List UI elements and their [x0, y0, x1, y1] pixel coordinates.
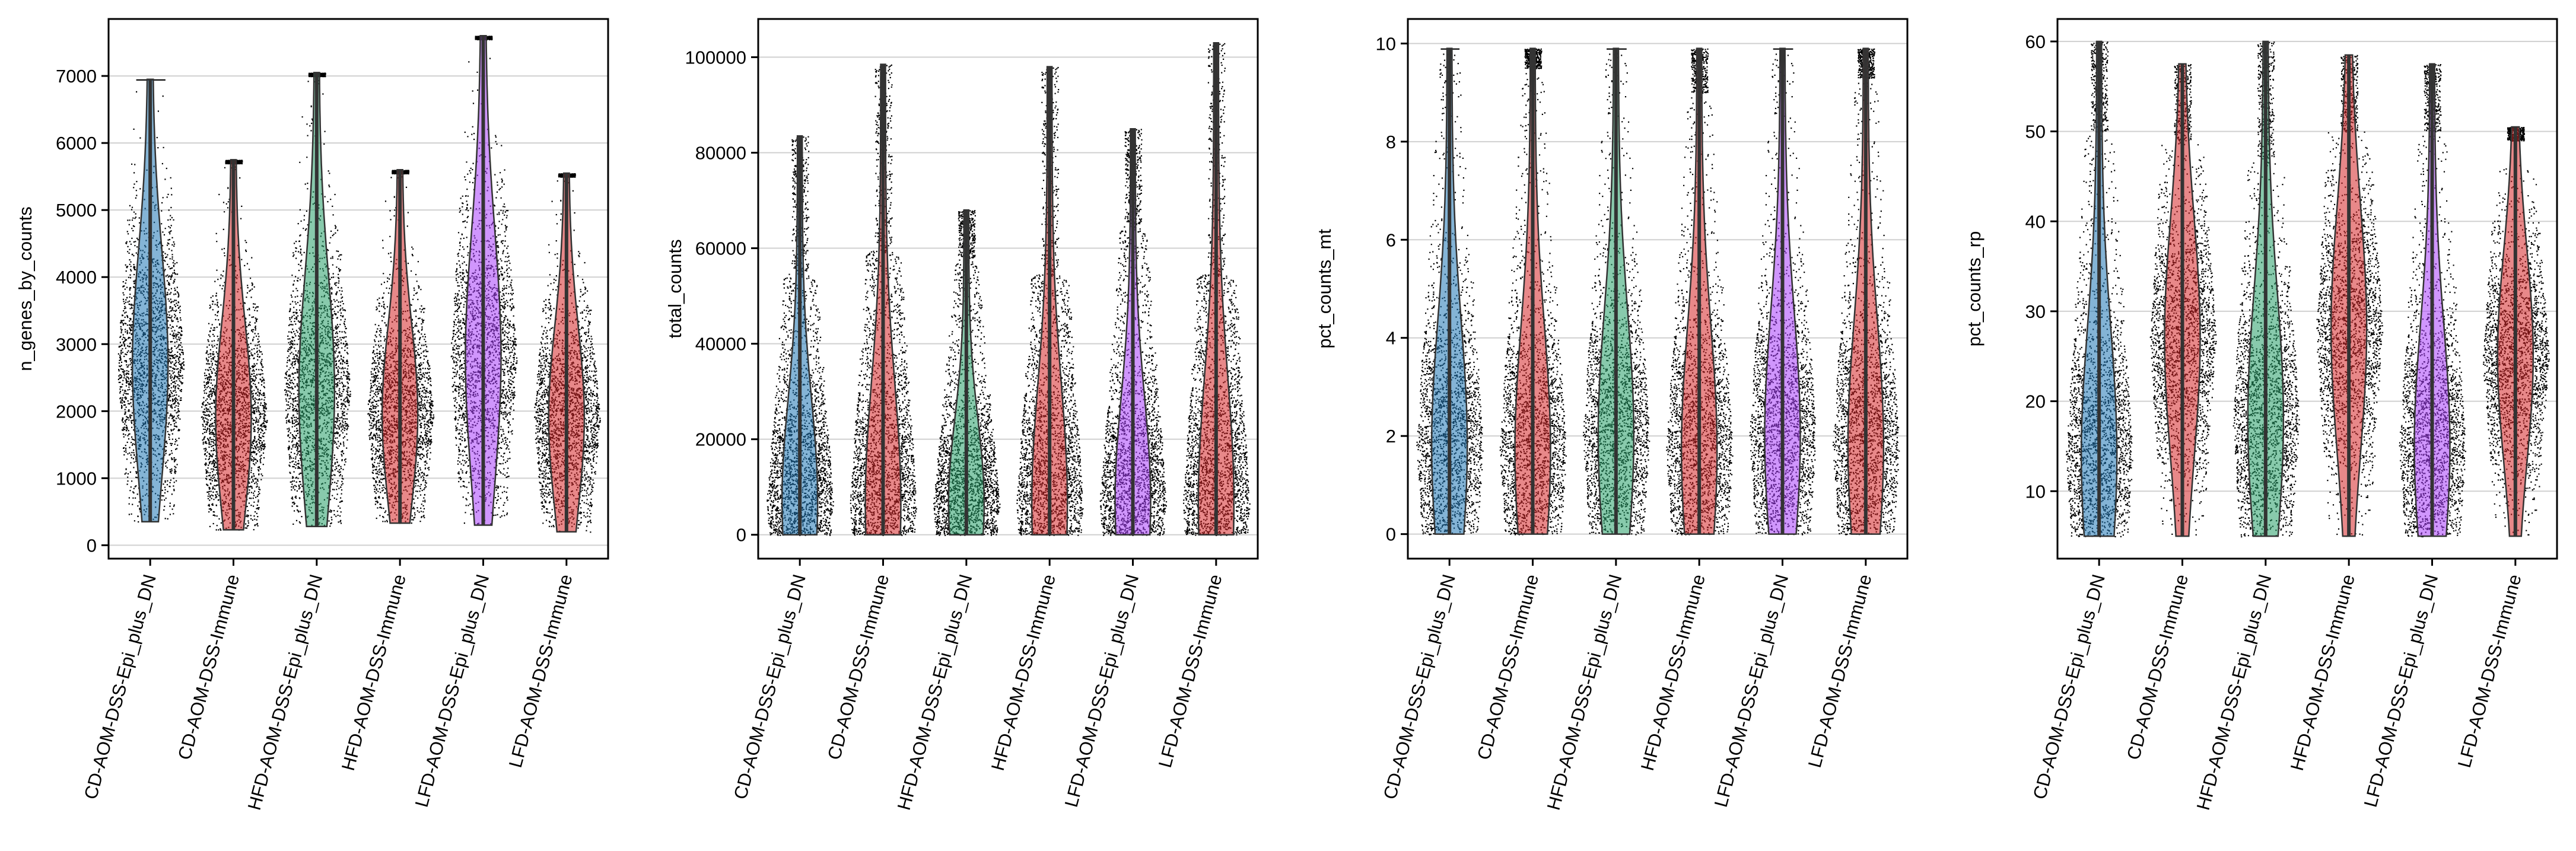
violin-6 — [2483, 126, 2550, 537]
y-tick-label: 60 — [2025, 31, 2046, 52]
panel-2: 0 20000 40000 60000 80000 100000 total_counts C… — [664, 18, 1259, 812]
violin-1 — [117, 78, 185, 523]
y-tick-label: 2 — [1386, 426, 1396, 447]
x-tick-label: HFD-AOM-DSS-Epi_plus_DN — [2193, 572, 2276, 812]
violin-6 — [1183, 42, 1251, 536]
y-tick-label: 0 — [87, 535, 97, 556]
plot-frame — [2056, 18, 2558, 560]
y-tick-label: 3000 — [56, 334, 97, 355]
strip-points — [933, 210, 1001, 536]
y-tick-label: 5000 — [56, 200, 97, 221]
y-tick-label: 4000 — [56, 267, 97, 288]
strip-points — [2066, 42, 2133, 538]
x-tick-label: CD-AOM-DSS-Immune — [2123, 572, 2192, 762]
y-tick-label: 4 — [1386, 328, 1396, 349]
y-tick-label: 60000 — [695, 238, 746, 259]
y-tick-label: 40 — [2025, 211, 2046, 232]
y-tick-label: 40000 — [695, 334, 746, 355]
x-tick-label: CD-AOM-DSS-Epi_plus_DN — [80, 572, 160, 802]
violin-1 — [767, 135, 834, 536]
y-axis-label: n_genes_by_counts — [15, 206, 36, 371]
violin-2 — [1499, 47, 1567, 536]
y-tick-label: 80000 — [695, 142, 746, 163]
violin-4 — [367, 169, 435, 524]
x-tick-label: HFD-AOM-DSS-Immune — [2286, 572, 2359, 773]
plot-frame — [1407, 18, 1909, 560]
violin-5 — [1099, 128, 1168, 536]
y-tick-label: 6 — [1386, 230, 1396, 250]
y-tick-label: 0 — [736, 525, 746, 546]
strip-points — [1016, 66, 1084, 536]
y-tick-label: 10 — [2025, 481, 2046, 502]
violin-6 — [1833, 47, 1900, 536]
x-tick-label: LFD-AOM-DSS-Epi_plus_DN — [1061, 572, 1143, 809]
x-tick-label: LFD-AOM-DSS-Epi_plus_DN — [1710, 572, 1793, 809]
violin-3 — [284, 72, 351, 527]
y-tick-label: 6000 — [56, 133, 97, 154]
violin-3 — [2232, 40, 2300, 538]
x-tick-label: CD-AOM-DSS-Epi_plus_DN — [1379, 572, 1459, 802]
strip-points — [284, 72, 351, 527]
violin-1 — [2066, 40, 2133, 538]
panel-1: 0 1000 2000 3000 4000 5000 6000 7000 n_genes_by_… — [15, 18, 609, 812]
violin-2 — [850, 63, 917, 536]
x-tick-label: CD-AOM-DSS-Epi_plus_DN — [730, 572, 810, 802]
x-tick-label: LFD-AOM-DSS-Epi_plus_DN — [2360, 572, 2443, 809]
x-tick-label: LFD-AOM-DSS-Epi_plus_DN — [411, 572, 494, 809]
x-tick-label: CD-AOM-DSS-Immune — [1473, 572, 1543, 762]
violin-5 — [1749, 47, 1816, 536]
strip-points — [2483, 127, 2550, 536]
y-tick-label: 1000 — [56, 468, 97, 489]
x-tick-label: CD-AOM-DSS-Immune — [174, 572, 243, 762]
x-tick-label: HFD-AOM-DSS-Epi_plus_DN — [244, 572, 327, 812]
y-tick-label: 20000 — [695, 429, 746, 450]
x-tick-label: HFD-AOM-DSS-Immune — [338, 572, 410, 773]
strip-points — [2149, 64, 2217, 536]
y-tick-label: 20 — [2025, 391, 2046, 412]
x-tick-label: LFD-AOM-DSS-Immune — [2454, 572, 2526, 770]
x-tick-label: LFD-AOM-DSS-Immune — [505, 572, 577, 770]
violin-4 — [2316, 54, 2384, 537]
violin-3 — [1583, 47, 1650, 536]
y-tick-label: 100000 — [685, 47, 746, 68]
y-tick-label: 30 — [2025, 301, 2046, 322]
x-tick-label: HFD-AOM-DSS-Immune — [1637, 572, 1709, 773]
violin-5 — [450, 35, 518, 526]
violin-1 — [1416, 47, 1484, 536]
y-axis-label: pct_counts_mt — [1314, 229, 1335, 349]
y-tick-label: 2000 — [56, 401, 97, 422]
y-tick-label: 50 — [2025, 122, 2046, 142]
y-tick-label: 8 — [1386, 132, 1396, 152]
violin-5 — [2399, 63, 2466, 538]
violin-4 — [1666, 47, 1734, 536]
y-tick-label: 0 — [1386, 524, 1396, 545]
panel-4: 10 20 30 40 50 60 pct_counts_rp CD-AOM-DSS-Epi_… — [1964, 18, 2558, 812]
x-tick-label: HFD-AOM-DSS-Immune — [987, 572, 1060, 773]
violin-4 — [1016, 66, 1084, 536]
x-tick-label: LFD-AOM-DSS-Immune — [1804, 572, 1876, 770]
y-axis-label: total_counts — [664, 239, 685, 338]
violin-2 — [2149, 63, 2217, 537]
strip-points — [2316, 55, 2384, 537]
y-tick-label: 10 — [1376, 33, 1396, 54]
x-tick-label: HFD-AOM-DSS-Epi_plus_DN — [893, 572, 977, 812]
y-axis-label: pct_counts_rp — [1964, 231, 1985, 347]
violin-6 — [534, 172, 601, 533]
x-tick-label: CD-AOM-DSS-Epi_plus_DN — [2029, 572, 2109, 802]
x-tick-label: HFD-AOM-DSS-Epi_plus_DN — [1543, 572, 1626, 812]
violin-2 — [201, 159, 268, 531]
panel-3: 0 2 4 6 8 10 pct_counts_mt CD-AOM-DSS-Epi_plus_… — [1314, 18, 1909, 812]
plot-frame — [107, 18, 609, 560]
violin-3 — [933, 209, 1001, 536]
x-tick-label: LFD-AOM-DSS-Immune — [1155, 572, 1226, 770]
plot-frame — [757, 18, 1259, 560]
strip-points — [534, 173, 601, 533]
y-tick-label: 7000 — [56, 66, 97, 87]
x-tick-label: CD-AOM-DSS-Immune — [823, 572, 893, 762]
strip-points — [1099, 129, 1168, 536]
